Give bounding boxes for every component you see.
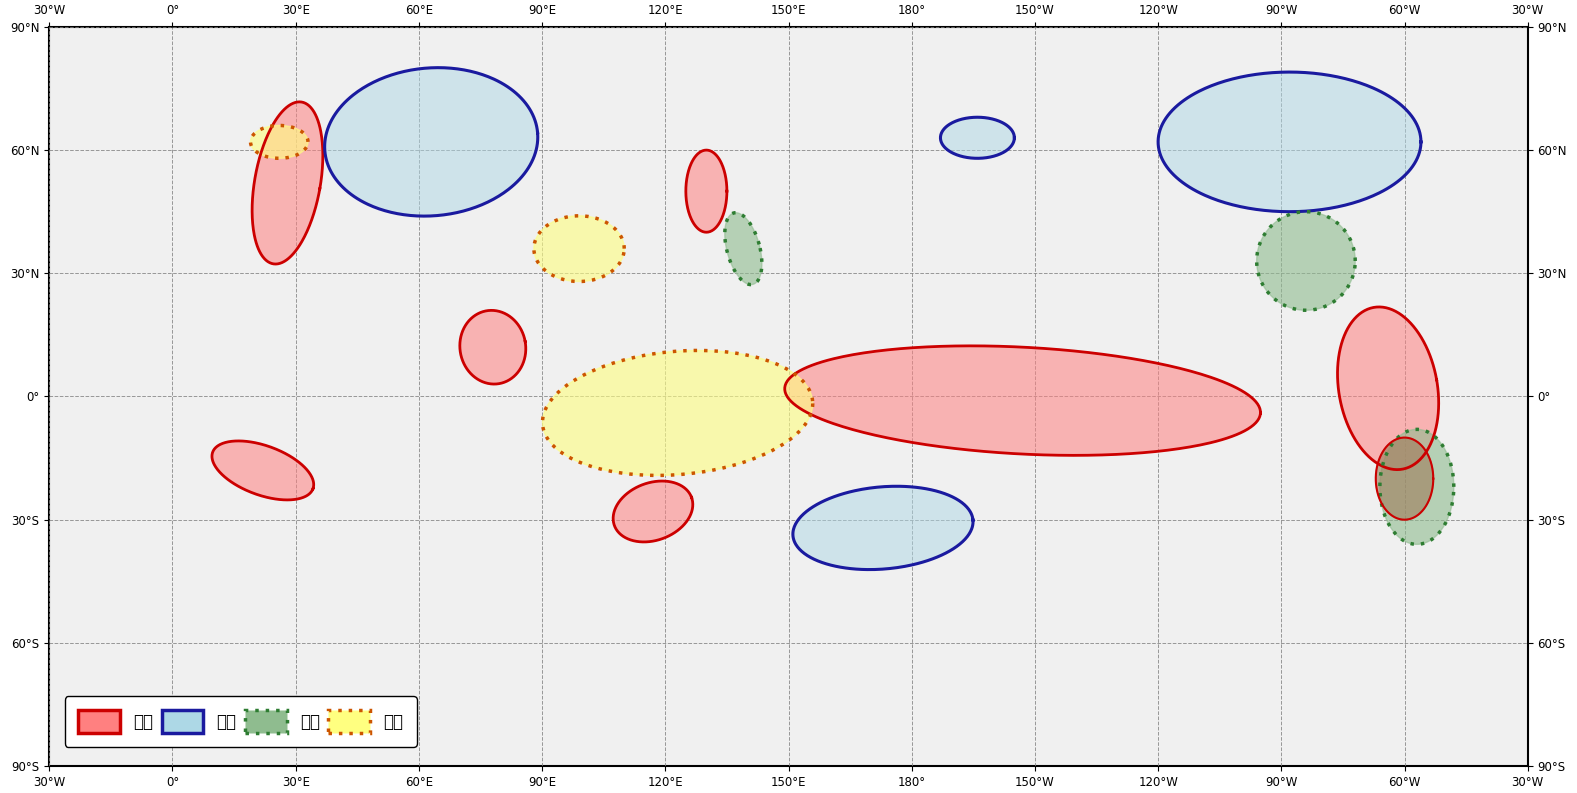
Polygon shape	[1375, 438, 1433, 519]
Polygon shape	[251, 125, 308, 159]
Polygon shape	[1337, 307, 1438, 469]
Polygon shape	[542, 351, 812, 476]
Polygon shape	[793, 486, 973, 569]
Polygon shape	[460, 310, 525, 384]
Polygon shape	[211, 441, 314, 500]
Polygon shape	[785, 346, 1260, 455]
Polygon shape	[725, 213, 762, 285]
Polygon shape	[613, 481, 692, 542]
Polygon shape	[252, 102, 323, 264]
Polygon shape	[1380, 429, 1454, 544]
Polygon shape	[686, 150, 727, 232]
Polygon shape	[535, 216, 624, 282]
Polygon shape	[940, 117, 1014, 159]
Polygon shape	[1158, 72, 1421, 212]
Legend: 高温, 低温, 多雨, 少雨: 高温, 低温, 多雨, 少雨	[65, 696, 416, 747]
Polygon shape	[325, 67, 538, 216]
Polygon shape	[1257, 212, 1355, 310]
